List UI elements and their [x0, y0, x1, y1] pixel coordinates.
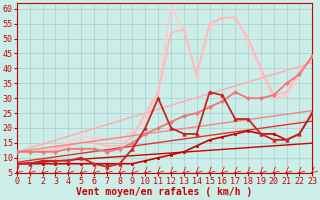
X-axis label: Vent moyen/en rafales ( km/h ): Vent moyen/en rafales ( km/h ): [76, 187, 253, 197]
